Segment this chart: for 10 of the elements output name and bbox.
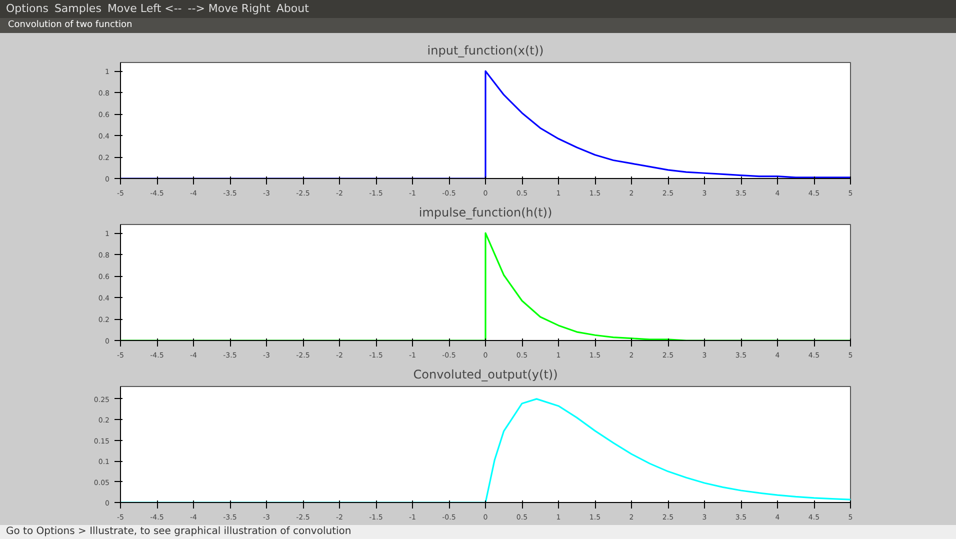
- text: About: [276, 2, 309, 15]
- text: Samples: [54, 2, 102, 15]
- chart-title: Convoluted_output(y(t)): [413, 368, 558, 382]
- text: Convolution of two function: [0, 18, 956, 33]
- text: Move Left <--: [107, 2, 182, 15]
- chart-title: input_function(x(t)): [427, 44, 544, 58]
- chart-title: impulse_function(h(t)): [418, 206, 552, 220]
- text: Options: [6, 2, 48, 15]
- text: --> Move Right: [188, 2, 270, 15]
- text: Go to Options > Illustrate, to see graphical illustration of convolution: [0, 525, 956, 540]
